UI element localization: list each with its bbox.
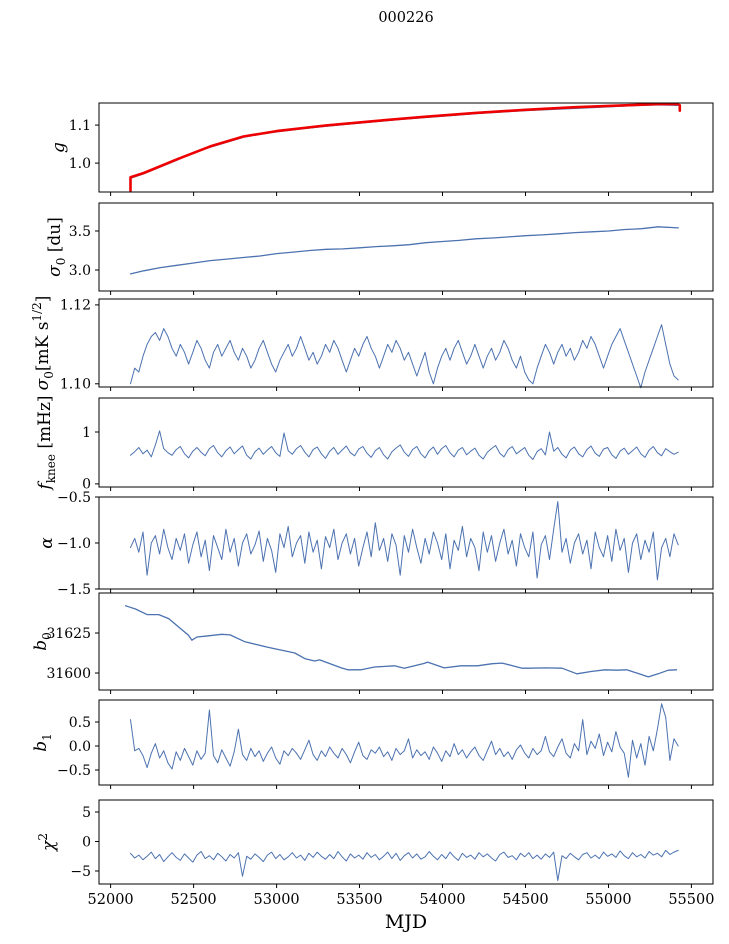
x-tick-label: 53000 — [254, 892, 300, 908]
y-axis-label-part: b — [31, 741, 51, 752]
y-tick-label: 0 — [82, 834, 91, 850]
y-tick-label: 3.0 — [69, 263, 91, 279]
x-tick-label: 52500 — [171, 892, 217, 908]
panel-frame — [98, 397, 714, 488]
panel-g: 1.0 1.1g — [49, 102, 714, 196]
x-tick-label: 55000 — [585, 892, 631, 908]
series-alpha — [130, 501, 679, 581]
series-chi2 — [130, 849, 679, 881]
y-tick-label: 1.10 — [60, 377, 91, 393]
y-tick-label: 0.0 — [69, 739, 91, 755]
y-axis-label-part: g — [49, 142, 69, 153]
y-axis-label: σ0[mK s1/2] — [30, 296, 56, 391]
panel-sigma0-du: 3.03.5σ0 [du] — [45, 202, 714, 295]
y-axis-label-part: ] — [33, 296, 53, 303]
y-axis-label-part: [mK s — [33, 322, 53, 372]
panel-frame — [98, 699, 714, 786]
y-tick-label: 31625 — [46, 626, 91, 642]
y-axis-label: b1 — [31, 733, 54, 752]
x-tick-label: 52000 — [88, 892, 134, 908]
series-gain-fit — [129, 102, 680, 192]
y-tick-label: 0 — [82, 477, 91, 493]
y-axis-label: α — [37, 537, 57, 549]
series-sigma0-du — [129, 226, 679, 275]
y-axis-label-part: σ — [45, 265, 65, 277]
y-axis-label-part: f — [35, 481, 55, 492]
panel-frame — [98, 592, 714, 691]
x-tick-label: 54000 — [419, 892, 465, 908]
y-axis-label-part: 0 — [40, 632, 54, 640]
y-tick-label: 31600 — [46, 666, 91, 682]
panel-alpha: −1.5 −1.0 −0.5 α — [37, 490, 714, 598]
series-fknee — [130, 430, 679, 460]
y-axis-label-part: 1/2 — [30, 302, 44, 321]
series-sigma0-mks — [130, 324, 679, 389]
y-axis-label-part: σ — [33, 378, 53, 390]
y-tick-label: 1.12 — [60, 298, 91, 314]
y-tick-label: 3.5 — [69, 224, 91, 240]
y-axis-label-part: [mHz] — [35, 395, 55, 454]
y-axis-label: g — [49, 142, 69, 153]
panel-chi2: 52000 52500 53000 53500 54000 54500 55000 55500… — [36, 799, 714, 908]
panel-frame — [98, 202, 714, 292]
y-axis-label-part: [du] — [45, 217, 65, 258]
y-tick-label: 1 — [82, 425, 91, 441]
x-tick-label: 53500 — [336, 892, 382, 908]
y-tick-label: −1.5 — [57, 582, 91, 598]
series-b1 — [130, 703, 679, 778]
y-tick-label: −5 — [70, 864, 91, 880]
y-axis-label: fknee [mHz] — [35, 395, 58, 491]
y-axis-label-part: 1 — [40, 733, 54, 741]
y-axis-label-part: α — [37, 537, 57, 549]
y-axis-label: σ0 [du] — [45, 217, 68, 277]
y-tick-label: 0.5 — [69, 715, 91, 731]
panel-b1: −0.5 0.0 0.5 b1 — [31, 699, 714, 789]
panel-frame — [98, 298, 714, 388]
y-axis-label-part: b — [31, 640, 51, 651]
y-axis-label-part: χ — [39, 839, 59, 852]
series-gain — [129, 104, 679, 179]
x-axis-title: MJD — [385, 911, 427, 933]
panel-fknee: 0 1 fknee [mHz] — [35, 395, 714, 493]
y-tick-label: −0.5 — [57, 763, 91, 779]
y-axis-label: b0 — [31, 632, 54, 651]
y-axis-label-part: 2 — [36, 833, 50, 841]
y-axis-label-part: 0 — [54, 258, 68, 266]
panel-frame — [98, 799, 714, 885]
y-axis-label: χ2 — [36, 833, 59, 852]
x-tick-label: 54500 — [502, 892, 548, 908]
y-axis-label-part: 0 — [42, 371, 56, 379]
plot-title: 000226 — [378, 10, 433, 26]
y-tick-label: 1.0 — [69, 156, 91, 172]
panel-frame — [98, 102, 714, 193]
y-axis-label-part: knee — [44, 454, 58, 483]
series-b0 — [124, 605, 678, 678]
y-tick-label: −0.5 — [57, 490, 91, 506]
y-tick-label: 1.1 — [69, 118, 91, 134]
y-tick-label: −1.0 — [57, 536, 91, 552]
x-tick-label: 55500 — [668, 892, 714, 908]
y-tick-label: 5 — [82, 805, 91, 821]
